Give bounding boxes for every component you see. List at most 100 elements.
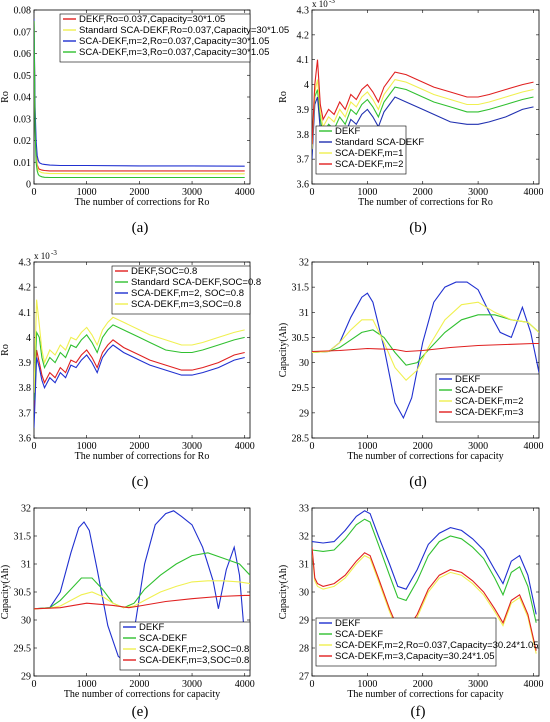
legend-entry: SCA-DEKF,m=3,Ro=0.037,Capacity=30*1.05 [79, 47, 269, 58]
x-tick-label: 2000 [129, 187, 149, 198]
y-tick-label: 27 [299, 672, 309, 683]
y-tick-label: 29 [21, 672, 31, 683]
chart-panel-c: 0 1000 2000 3000 4000 3.6 3.7 3.8 3.9 4 4.1 4.2 4.3x… [0, 249, 261, 490]
series-line-1 [34, 339, 245, 413]
series-line-2 [34, 324, 245, 401]
y-axis-label: Capacity(Ah) [278, 323, 289, 377]
legend-box [315, 125, 407, 175]
y-tick-label: 32 [299, 532, 309, 543]
y-tick-label: 3.8 [297, 130, 310, 141]
x-tick-label: 3000 [468, 679, 488, 690]
x-tick-label: 1000 [357, 441, 377, 452]
y-tick-label: 32 [21, 504, 31, 515]
legend-entry: Standard SCA-DEKF,SOC=0.8 [131, 277, 261, 288]
y-tick-label: 0.01 [14, 158, 32, 169]
series-line-3 [34, 344, 245, 428]
x-tick-label: 2000 [129, 679, 149, 690]
legend-entry: DEKF [139, 622, 165, 633]
x-axis-label: The number of corrections for capacity [64, 689, 220, 700]
panel-label: (f) [411, 704, 426, 720]
x-tick-label: 2000 [129, 441, 149, 452]
series-line-3 [34, 580, 250, 610]
y-tick-label: 0.02 [14, 136, 32, 147]
x-axis-label: The number of corrections for Ro [358, 197, 493, 208]
legend-entry: SCA-DEKF [335, 629, 383, 640]
y-tick-label: 30.5 [292, 333, 310, 344]
series-line-4 [34, 299, 245, 393]
y-tick-label: 4 [26, 333, 31, 344]
y-tick-label: 28 [299, 644, 309, 655]
series-line-2 [34, 552, 250, 610]
legend-box [119, 621, 251, 671]
legend-entry: SCA-DEKF,m=2 [455, 396, 523, 407]
legend-entry: DEKF [335, 126, 361, 137]
y-tick-label: 31 [299, 308, 309, 319]
panel-label: (c) [132, 474, 149, 490]
y-axis-label: Ro [0, 344, 11, 356]
y-tick-label: 31 [21, 560, 31, 571]
series-line-1 [312, 281, 539, 420]
y-tick-label: 4.2 [297, 30, 310, 41]
x-tick-label: 0 [32, 679, 37, 690]
y-axis-label: Ro [278, 91, 289, 103]
y-tick-label: 32 [299, 258, 309, 269]
y-tick-label: 3.6 [19, 434, 32, 445]
y-tick-label: 30 [21, 616, 31, 627]
legend-entry: SCA-DEKF [455, 385, 503, 396]
y-tick-label: 4.3 [297, 6, 310, 17]
x-tick-label: 1000 [77, 441, 97, 452]
x-tick-label: 2000 [413, 187, 433, 198]
y-tick-label: 29 [299, 408, 309, 419]
legend-entry: SCA-DEKF,m=3 [455, 407, 523, 418]
y-tick-label: 29.5 [14, 644, 32, 655]
y-tick-label: 4 [304, 80, 309, 91]
x-tick-label: 1000 [77, 187, 97, 198]
axis-exponent: x 10 [34, 251, 50, 261]
y-tick-label: 0.06 [14, 49, 32, 60]
y-axis-label: Ro [0, 91, 11, 103]
y-axis-label: Capacity(Ah) [278, 565, 289, 619]
x-tick-label: 0 [32, 187, 37, 198]
y-tick-label: 3.7 [297, 155, 310, 166]
series-line-4 [312, 342, 539, 353]
legend-entry: Standard SCA-DEKF [335, 137, 424, 148]
x-tick-label: 0 [32, 441, 37, 452]
series-line-4 [34, 20, 245, 179]
x-tick-label: 4000 [523, 679, 543, 690]
x-tick-label: 3000 [182, 441, 202, 452]
series-line-2 [312, 314, 539, 366]
x-tick-label: 0 [310, 187, 315, 198]
x-tick-label: 1000 [357, 679, 377, 690]
legend-entry: SCA-DEKF,m=2,Ro=0.037,Capacity=30*1.05 [79, 36, 269, 47]
x-tick-label: 1000 [77, 679, 97, 690]
x-tick-label: 4000 [235, 441, 255, 452]
y-tick-label: 3.9 [297, 105, 310, 116]
legend-entry: SCA-DEKF,m=2,SOC=0.8 [139, 644, 249, 655]
legend-entry: SCA-DEKF,m=2,Ro=0.037,Capacity=30.24*1.0… [335, 640, 539, 651]
chart-panel-e: 0 1000 2000 3000 4000 29 29.5 30 30.5 31 31.5 32 The… [0, 504, 255, 721]
y-tick-label: 30 [299, 588, 309, 599]
series-line-4 [34, 594, 250, 610]
legend-box [111, 265, 251, 315]
x-tick-label: 0 [310, 441, 315, 452]
series-line-3 [34, 18, 245, 167]
legend-box [59, 13, 251, 63]
x-axis-label: The number of corrections for Ro [75, 451, 210, 462]
y-tick-label: 3.6 [297, 180, 310, 191]
legend-entry: SCA-DEKF [139, 633, 187, 644]
x-tick-label: 1000 [357, 187, 377, 198]
y-tick-label: 31.5 [14, 532, 32, 543]
legend-entry: DEKF,Ro=0.037,Capacity=30*1.05 [79, 14, 225, 25]
y-tick-label: 4.3 [19, 258, 32, 269]
chart-panel-a: 0 1000 2000 3000 4000 0 0.01 0.02 0.03 0.04 0.05 0.… [0, 6, 289, 237]
y-tick-label: 30 [299, 358, 309, 369]
y-tick-label: 31.5 [292, 283, 310, 294]
chart-panel-d: 0 1000 2000 3000 4000 28.5 29 29.5 30 30.5 31 31.5 3… [278, 258, 543, 491]
y-tick-label: 0.04 [14, 93, 32, 104]
x-axis-label: The number of corrections for capacity [347, 451, 503, 462]
axis-exponent-power: -3 [51, 249, 57, 257]
x-axis-label: The number of corrections for capacity [347, 689, 503, 700]
legend-entry: Standard SCA-DEKF,Ro=0.037,Capacity=30*1… [79, 25, 289, 36]
legend-entry: SCA-DEKF,m=3,SOC=0.8 [131, 299, 241, 310]
